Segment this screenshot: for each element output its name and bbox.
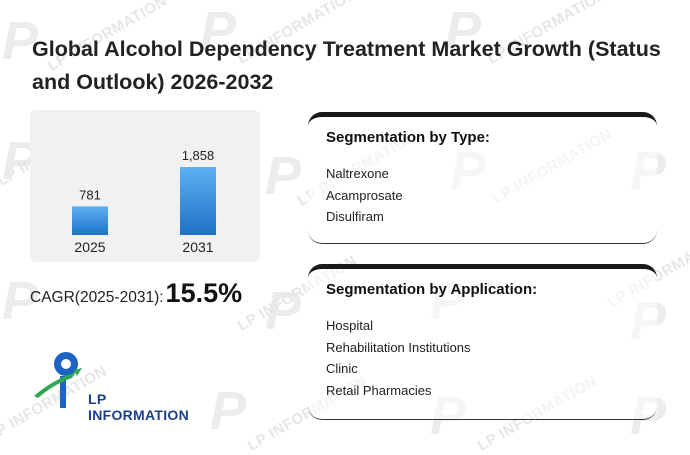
logo-text: LP INFORMATION (88, 391, 190, 423)
segmentation-type-title: Segmentation by Type: (326, 129, 490, 146)
cagr-row: CAGR(2025-2031): 15.5% (30, 278, 242, 309)
segmentation-application-item: Hospital (326, 318, 373, 333)
watermark-logo-mark: P (265, 146, 302, 206)
segmentation-type-item: Naltrexone (326, 166, 389, 181)
watermark-logo-mark: P (210, 381, 247, 441)
x-tick-label: 2025 (74, 239, 105, 255)
bar-chart-panel: 781 2025 1,858 2031 (30, 110, 260, 262)
bar-value-label: 781 (79, 187, 101, 202)
bar-chart: 781 2025 1,858 2031 (72, 148, 216, 255)
segmentation-by-application-panel: Segmentation by Application: Hospital Re… (308, 264, 657, 420)
segmentation-application-list: Hospital Rehabilitation Institutions Cli… (326, 315, 471, 401)
segmentation-application-item: Rehabilitation Institutions (326, 339, 471, 355)
cagr-label: CAGR(2025-2031): (30, 289, 164, 306)
lp-information-logo: LP INFORMATION (30, 346, 205, 423)
segmentation-application-title: Segmentation by Application: (326, 281, 538, 298)
page-title: Global Alcohol Dependency Treatment Mark… (32, 37, 661, 94)
segmentation-type-item: Acamprosate (326, 187, 403, 203)
segmentation-type-list: Naltrexone Acamprosate Disulfiram (326, 163, 403, 228)
segmentation-by-type-panel: Segmentation by Type: Naltrexone Acampro… (308, 112, 657, 244)
bar-2031 (180, 167, 216, 235)
cagr-value: 15.5% (165, 278, 243, 308)
segmentation-application-item: Retail Pharmacies (326, 382, 432, 398)
lp-information-logo-icon (34, 352, 82, 408)
x-tick-label: 2031 (182, 239, 213, 255)
segmentation-application-item: Clinic (326, 361, 358, 376)
segmentation-type-item: Disulfiram (326, 209, 384, 224)
bar-2025 (72, 206, 108, 235)
bar-value-label: 1,858 (182, 148, 215, 163)
watermark-logo-mark: P (265, 281, 302, 341)
